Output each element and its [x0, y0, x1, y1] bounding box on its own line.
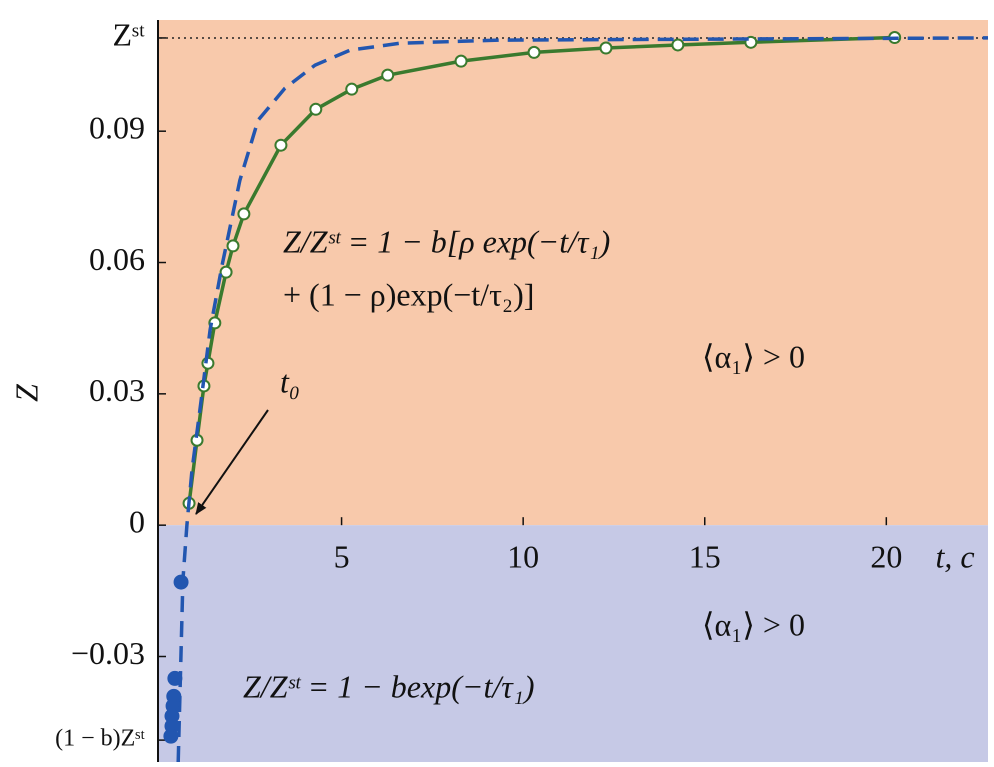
arrow	[195, 409, 269, 515]
data-point	[381, 68, 395, 82]
annotation: + (1 − ρ)exp(−t/τ₂)]	[283, 276, 534, 312]
data-point	[527, 45, 541, 59]
data-point	[167, 670, 183, 686]
y-tick-label: 0.06	[89, 241, 145, 277]
plot-marks	[163, 31, 989, 763]
data-point	[671, 38, 685, 52]
region-negative	[158, 525, 988, 762]
data-point	[454, 54, 468, 68]
data-point	[274, 138, 288, 152]
x-tick-label: 20	[870, 538, 902, 574]
y-tick-label: (1 − b)Zˢᵗ	[55, 726, 145, 752]
annotation: Z/Zˢᵗ = 1 − bexp(−t/τ₁)	[243, 668, 534, 704]
region-positive	[158, 20, 988, 526]
annotation: ⟨α₁⟩ > 0	[702, 338, 805, 374]
y-tick-label: −0.03	[71, 635, 145, 671]
data-point	[309, 102, 323, 116]
annotation: t₀	[280, 363, 300, 399]
y-tick-label: 0.03	[89, 372, 145, 408]
x-tick-label: 10	[507, 538, 539, 574]
background	[158, 20, 988, 762]
data-point	[599, 41, 613, 55]
data-point	[173, 574, 189, 590]
x-tick-label: 5	[334, 538, 350, 574]
y-tick-label: 0.09	[89, 110, 145, 146]
data-point	[219, 265, 233, 279]
data-point	[163, 728, 179, 744]
series-line	[176, 36, 989, 763]
data-point	[226, 239, 240, 253]
x-tick-label: 15	[689, 538, 721, 574]
annotation: ⟨α₁⟩ > 0	[702, 606, 805, 642]
data-point	[345, 82, 359, 96]
x-axis-label: t, c	[935, 538, 974, 574]
y-tick-label: Zˢᵗ	[113, 16, 145, 52]
y-axis-label: Z	[8, 383, 44, 402]
y-tick-label: 0	[129, 504, 145, 540]
annotation: Z/Zˢᵗ = 1 − b[ρ exp(−t/τ₁)	[283, 223, 610, 259]
data-point	[237, 207, 251, 221]
